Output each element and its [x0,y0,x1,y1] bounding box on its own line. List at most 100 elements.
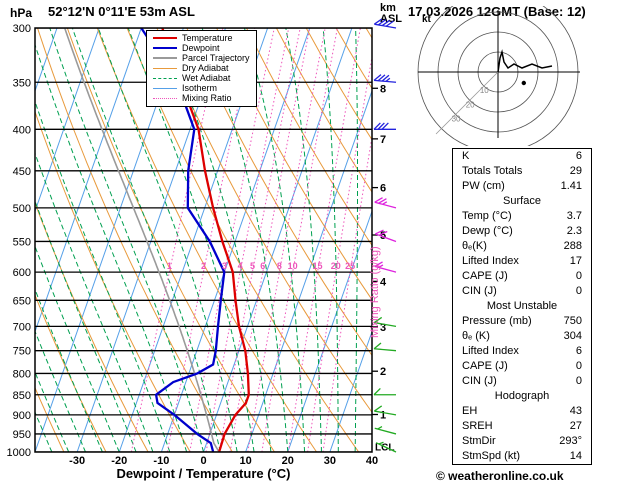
row-label: StmDir [462,435,496,447]
row-label: CAPE (J) [462,270,508,282]
row-value: 304 [563,330,582,342]
km-axis-label: km ASL [380,3,402,25]
legend-item: Dry Adiabat [153,63,250,73]
table-row: StmDir 293° [453,434,591,449]
km-axis-label-asl: ASL [380,13,402,25]
mixing-ratio-labels: 1 2 3 4 5 6 8 10 15 20 25 [167,261,355,271]
legend-item: Temperature [153,33,250,43]
row-value: 0 [575,375,582,387]
svg-text:4: 4 [238,261,243,271]
svg-text:600: 600 [13,267,31,279]
row-value: 0 [575,360,582,372]
svg-text:5: 5 [250,261,255,271]
svg-text:2: 2 [201,261,206,271]
svg-text:2: 2 [380,366,386,378]
svg-text:750: 750 [13,346,31,358]
svg-text:700: 700 [13,321,31,333]
svg-text:20: 20 [331,261,341,271]
legend-item: Dewpoint [153,43,250,53]
table-row: Pressure (mb) 750 [453,314,591,329]
table-section-header: Surface [503,195,541,207]
table-row: EH 43 [453,404,591,419]
row-label: Lifted Index [462,345,519,357]
row-value: 0 [575,285,582,297]
row-value: 14 [569,450,582,462]
table-row: CIN (J) 0 [453,374,591,389]
svg-text:25: 25 [345,261,355,271]
temperature-line [161,28,250,452]
row-label: PW (cm) [462,180,505,192]
row-value: 6 [575,345,582,357]
svg-text:LCL: LCL [375,443,394,454]
row-label: CAPE (J) [462,360,508,372]
dewpoint-line [140,28,226,452]
legend-item-label: Dewpoint [182,43,220,53]
table-row: Dewp (°C) 2.3 [453,224,591,239]
svg-text:8: 8 [380,83,386,95]
legend-line-sample [153,37,177,39]
svg-text:650: 650 [13,295,31,307]
mixing-ratio-axis-label: Mixing Ratio (g/kg) [369,246,381,338]
legend-line-sample [153,57,177,59]
row-value: 29 [569,165,582,177]
legend-item-label: Dry Adiabat [182,63,229,73]
legend-line-sample [153,67,177,69]
svg-text:1000: 1000 [7,447,31,459]
table-row: SREH 27 [453,419,591,434]
indices-table: K 6 Totals Totals 29 PW (cm) 1.41 Surface Temp … [452,148,592,465]
svg-text:-30: -30 [69,455,85,467]
row-label: CIN (J) [462,285,497,297]
temp-tick-labels: -30 -20 -10 0 10 20 30 40 [69,455,378,467]
hodograph-trace [497,49,553,73]
legend-item-label: Wet Adiabat [182,73,231,83]
svg-text:8: 8 [277,261,282,271]
legend-item-label: Isotherm [182,83,218,93]
svg-text:40: 40 [366,455,378,467]
hodograph-chart: 10 20 30 kt [417,6,580,146]
svg-text:1: 1 [380,410,386,422]
svg-text:7: 7 [380,134,386,146]
row-value: 6 [575,150,582,162]
table-row: PW (cm) 1.41 [453,179,591,194]
legend-line-sample [153,77,177,79]
hodograph-rings: 10 20 30 kt [417,6,580,146]
table-row: θₑ (K) 304 [453,329,591,344]
row-label: Dewp (°C) [462,225,513,237]
pressure-labels: 300 350 400 450 500 550 600 650 700 750 800 850 900 9… [7,23,31,459]
svg-text:550: 550 [13,236,31,248]
table-row: CIN (J) 0 [453,284,591,299]
svg-text:30: 30 [452,114,461,123]
svg-text:kt: kt [422,14,432,25]
row-label: StmSpd (kt) [462,450,521,462]
row-value: 43 [569,405,582,417]
legend-item: Isotherm [153,83,250,93]
legend-line-sample [153,97,177,99]
wind-barbs [373,18,397,453]
svg-text:20: 20 [466,100,475,109]
svg-text:0: 0 [200,455,206,467]
svg-text:950: 950 [13,429,31,441]
row-value: 27 [569,420,582,432]
svg-text:300: 300 [13,23,31,35]
table-section-header: Hodograph [494,390,550,402]
row-label: Pressure (mb) [462,315,532,327]
copyright: © weatheronline.co.uk [436,469,564,483]
row-label: Totals Totals [462,165,523,177]
svg-text:10: 10 [240,455,252,467]
svg-text:400: 400 [13,124,31,136]
table-section-header: Most Unstable [486,300,558,312]
svg-text:850: 850 [13,390,31,402]
station-title: 52°12'N 0°11'E 53m ASL [48,4,195,19]
legend-item-label: Temperature [182,33,233,43]
table-row: Lifted Index 6 [453,344,591,359]
table-row: CAPE (J) 0 [453,359,591,374]
row-label: θₑ (K) [462,330,490,342]
svg-text:4: 4 [380,276,387,288]
svg-text:-20: -20 [111,455,127,467]
pressure-axis-unit: hPa [10,6,33,20]
svg-text:3: 3 [380,322,386,334]
table-row: Totals Totals 29 [453,164,591,179]
datetime-title: 17.03.2026 12GMT (Base: 12) [408,4,586,19]
